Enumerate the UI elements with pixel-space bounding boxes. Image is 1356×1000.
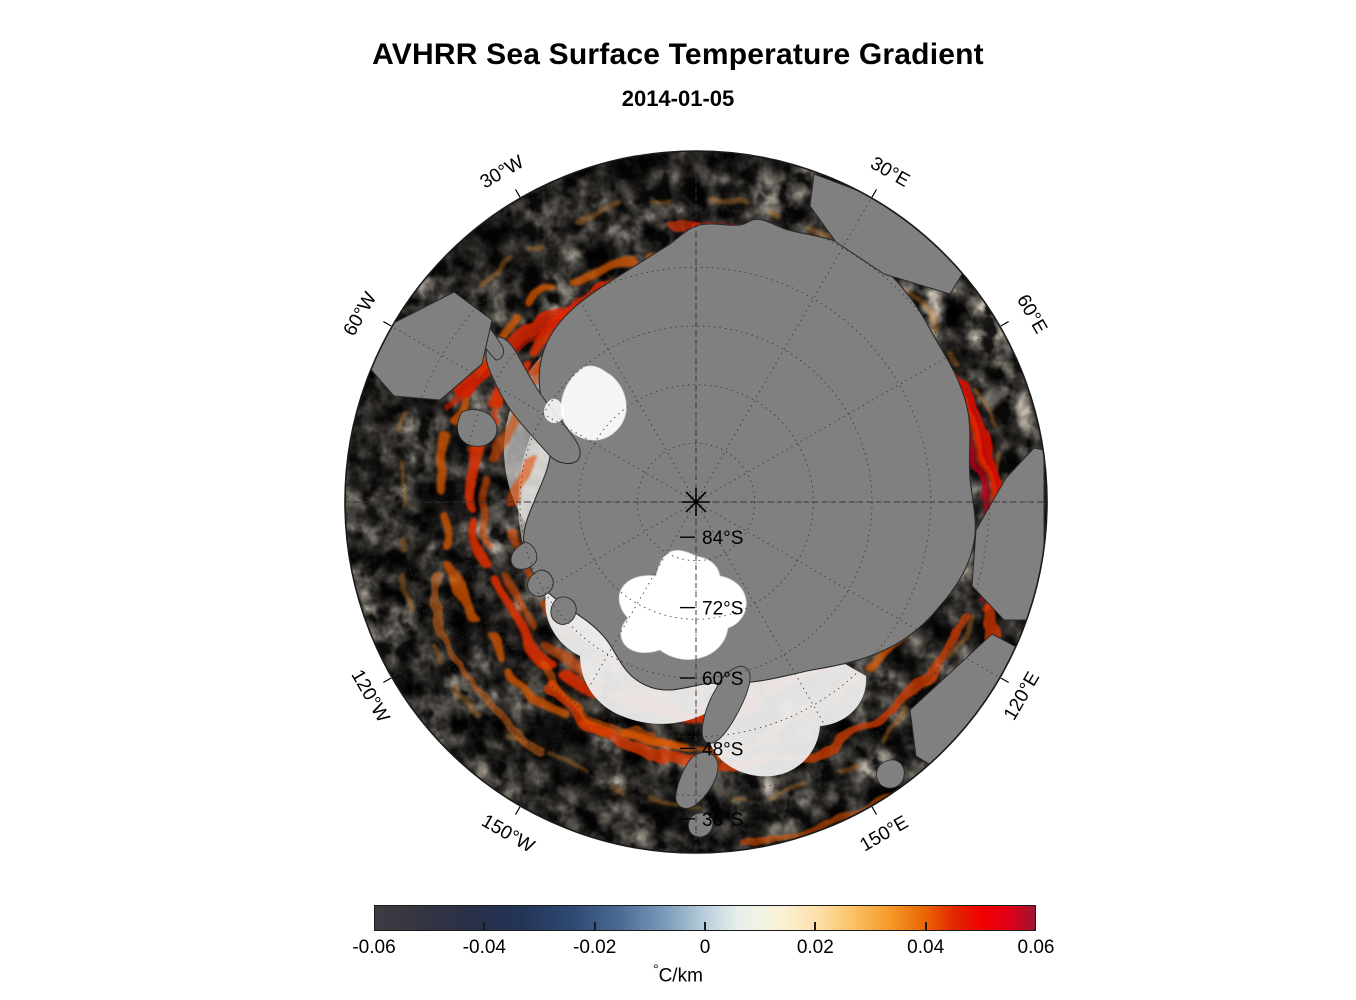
colorbar-tick (924, 922, 927, 931)
latitude-labels: 84°S 72°S 60°S 48°S 36°S (680, 528, 743, 831)
longitude-label: 60°W (344, 289, 381, 340)
colorbar-tick (814, 922, 817, 931)
latitude-label: 60°S (702, 669, 743, 690)
polar-map[interactable]: 84°S72°S60°S48°S36°S 0°30°E60°E90°E120°E… (344, 150, 1048, 854)
longitude-label: 120°E (1000, 668, 1044, 724)
colorbar-tick-label: -0.04 (462, 937, 506, 958)
antarctica-landmass (471, 218, 976, 691)
latitude-label: 72°S (702, 599, 743, 620)
longitude-label: 60°E (1012, 291, 1048, 337)
latitude-label: 84°S (702, 528, 743, 549)
latitude-label: 48°S (702, 739, 743, 760)
longitude-label: 150°E (856, 812, 912, 854)
colorbar-tick-label: 0.04 (907, 937, 945, 958)
map-boundary-circle (344, 150, 1048, 854)
longitude-label: 30°E (867, 153, 913, 192)
colorbar-tick-label: -0.06 (352, 937, 396, 958)
map-svg: 84°S72°S60°S48°S36°S 0°30°E60°E90°E120°E… (344, 150, 1048, 854)
colorbar-unit-label: °C/km (653, 962, 703, 987)
longitude-label: 150°W (478, 811, 538, 854)
colorbar-tick-label: 0.02 (796, 937, 834, 958)
land-new-zealand (701, 665, 751, 744)
colorbar-tick (483, 922, 486, 931)
colorbar-tick (704, 922, 706, 931)
colorbar-tick-label: 0 (699, 937, 711, 958)
latitude-label: 36°S (702, 810, 743, 831)
land-australia (971, 447, 1045, 621)
south-pole-marker (682, 488, 710, 516)
colorbar[interactable] (374, 905, 1036, 931)
figure-subtitle: 2014-01-05 (621, 86, 735, 111)
colorbar-tick-label: 0.06 (1017, 937, 1055, 958)
figure-title: AVHRR Sea Surface Temperature Gradient (372, 38, 984, 71)
longitude-label: 30°W (477, 152, 528, 194)
longitude-label: 120°W (347, 666, 394, 726)
colorbar-tick (593, 922, 596, 931)
colorbar-tick-label: -0.02 (573, 937, 617, 958)
